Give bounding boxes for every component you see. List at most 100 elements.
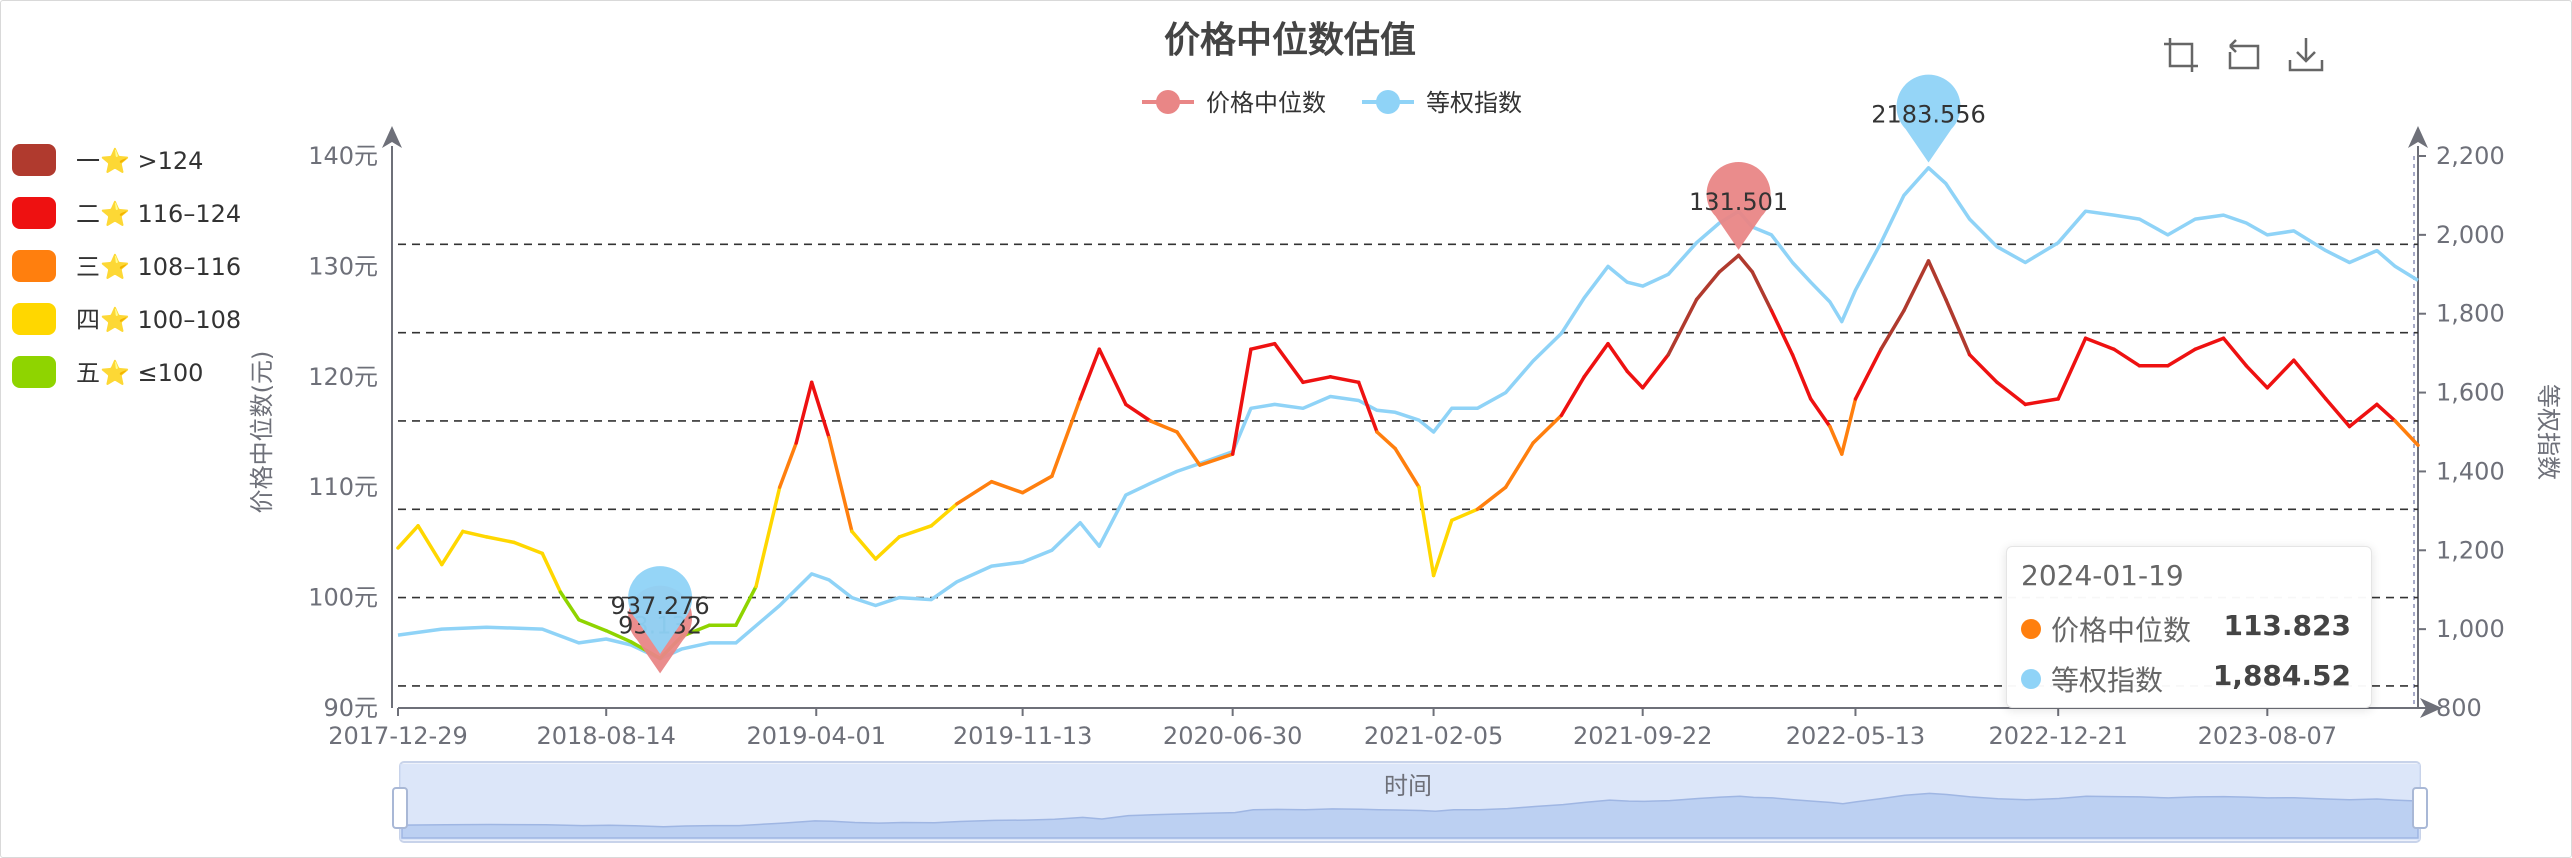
median-segment (1450, 507, 1480, 523)
grade-label: 一⭐ >124 (76, 147, 203, 175)
grade-swatch (12, 356, 56, 388)
grade-label: 四⭐ 100–108 (76, 306, 241, 334)
median-segment (1840, 397, 1858, 456)
median-segment (558, 590, 581, 622)
median-segment (2393, 419, 2420, 447)
datazoom-slider[interactable]: 时间 (392, 761, 2428, 843)
markpoint-index-min-label: 937.276 (610, 592, 709, 620)
datazoom-label: 时间 (1384, 772, 1432, 800)
grade-label: 三⭐ 108–116 (76, 253, 241, 281)
y-left-tick-label: 130元 (308, 252, 378, 280)
median-segment (2221, 336, 2249, 368)
grade-swatch (12, 250, 56, 282)
median-segment (1750, 270, 1774, 313)
median-segment (1249, 341, 1277, 351)
median-segment (1431, 518, 1454, 578)
median-segment (1828, 424, 1844, 456)
index-line (397, 166, 2419, 661)
tooltip-dot-median (2021, 619, 2041, 639)
median-segment (1625, 369, 1645, 390)
x-tick-label: 2021-09-22 (1573, 722, 1712, 750)
median-segment (1879, 308, 1906, 351)
markpoint-index-max-pin (1896, 74, 1961, 163)
median-segment (2083, 336, 2116, 351)
tooltip-name-median: 价格中位数 (2051, 614, 2192, 647)
median-segment (1198, 452, 1235, 467)
median-segment (2292, 358, 2328, 401)
grade-legend-item-5[interactable]: 五⭐ ≤100 (12, 356, 203, 388)
median-segment (1559, 375, 1586, 418)
download-icon[interactable] (2286, 34, 2326, 74)
median-segment (2056, 336, 2088, 401)
zoom-reset-icon[interactable] (2224, 34, 2264, 74)
legend-label-median: 价格中位数 (1206, 89, 1326, 117)
median-segment (1790, 352, 1813, 401)
x-tick-label: 2022-05-13 (1786, 722, 1925, 750)
y-right-tick-label: 1,200 (2436, 536, 2505, 564)
markpoint-index-max-label: 2183.556 (1871, 100, 1986, 128)
median-segment (1666, 297, 1699, 357)
zoom-icon[interactable] (2162, 34, 2202, 74)
median-segment (955, 479, 994, 506)
median-segment (2347, 402, 2379, 429)
y-left-tick-label: 120元 (308, 363, 378, 391)
median-segment (1356, 380, 1379, 434)
markpoint-index-min: 937.276 (610, 566, 710, 654)
median-segment (1272, 341, 1305, 385)
median-segment (794, 380, 814, 445)
median-segment (850, 529, 878, 561)
median-segment (1050, 397, 1082, 478)
median-segment (2265, 358, 2296, 390)
markpoint-median-max-pin (1706, 162, 1771, 250)
median-segment (1328, 375, 1361, 385)
datazoom-sparkline (401, 792, 2419, 839)
median-segment (2324, 397, 2352, 429)
median-segment (512, 540, 545, 556)
median-segment (1475, 485, 1508, 512)
median-segment (1097, 347, 1128, 407)
median-segment (1967, 352, 1999, 385)
y-right-axis-arrow (2408, 126, 2428, 148)
median-segment (929, 502, 959, 528)
median-segment (1078, 347, 1102, 401)
median-segment (440, 529, 465, 567)
y-right-tick-label: 1,800 (2436, 300, 2505, 328)
series-index-line (397, 166, 2419, 661)
y-right-label: 等权指数 (2534, 384, 2562, 480)
median-segment (1808, 397, 1832, 429)
x-tick-label: 2020-06-30 (1163, 722, 1302, 750)
y-left-tick-label: 100元 (308, 584, 378, 612)
x-tick-label: 2019-11-13 (953, 722, 1092, 750)
grade-swatch (12, 197, 56, 229)
median-segment (396, 524, 420, 550)
grade-legend-item-3[interactable]: 三⭐ 108–116 (12, 250, 241, 282)
legend-item-index[interactable]: 等权指数 (1362, 89, 1522, 117)
median-segment (2244, 364, 2270, 390)
tooltip-value-median: 113.823 (2223, 609, 2351, 642)
grade-legend-item-2[interactable]: 二⭐ 116–124 (12, 197, 241, 229)
median-segment (1148, 419, 1179, 434)
x-tick-label: 2017-12-29 (328, 722, 467, 750)
median-segment (1694, 270, 1722, 302)
tooltip-dot-index (2021, 669, 2041, 689)
series-legend[interactable]: 价格中位数 等权指数 (1142, 89, 1522, 117)
grade-legend-item-4[interactable]: 四⭐ 100–108 (12, 303, 241, 335)
datazoom-handle-right[interactable] (2412, 787, 2428, 829)
y-right-tick-label: 800 (2436, 694, 2482, 722)
tooltip-row-median: 价格中位数 113.823 (2021, 609, 2357, 649)
grade-legend: 一⭐ >124 二⭐ 116–124 三⭐ 108–116 四⭐ 100–108 五⭐ … (12, 144, 241, 388)
median-segment (734, 584, 758, 627)
datazoom-handle-left[interactable] (392, 787, 408, 829)
y-left-tick-label: 140元 (308, 142, 378, 170)
tooltip-row-index: 等权指数 1,884.52 (2021, 659, 2357, 699)
median-segment (2375, 402, 2397, 423)
median-segment (1503, 441, 1535, 489)
median-segment (1020, 474, 1054, 495)
legend-item-median[interactable]: 价格中位数 (1142, 89, 1326, 117)
median-segment (1124, 402, 1153, 423)
median-segment (1926, 259, 1948, 302)
grade-legend-item-1[interactable]: 一⭐ >124 (12, 144, 203, 176)
median-segment (577, 617, 608, 633)
median-segment (1175, 430, 1202, 467)
median-segment (809, 380, 831, 440)
